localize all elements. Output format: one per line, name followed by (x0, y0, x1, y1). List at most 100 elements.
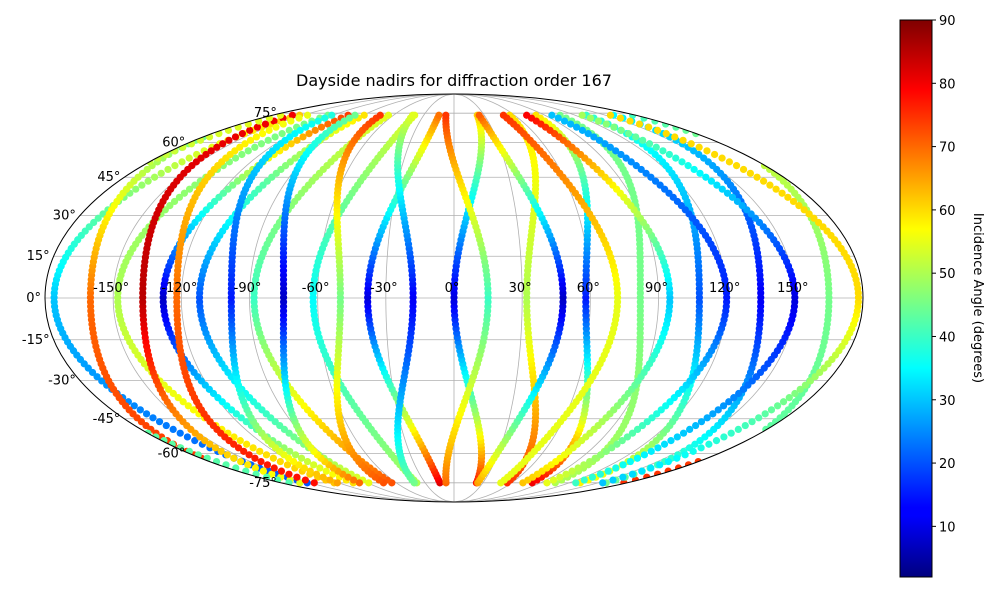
nadir-point (314, 117, 322, 125)
nadir-point (684, 162, 692, 170)
lat-tick-label: 15° (27, 249, 50, 264)
nadir-point (376, 111, 384, 119)
nadir-point (759, 177, 768, 185)
nadir-point (705, 440, 713, 448)
nadir-point (301, 476, 309, 484)
nadir-point (94, 214, 102, 222)
nadir-point (692, 421, 700, 430)
nadir-point (238, 130, 246, 138)
nadir-point (725, 158, 733, 166)
nadir-point (602, 447, 610, 455)
nadir-point (257, 140, 266, 148)
nadir-point (317, 123, 326, 131)
nadir-point (207, 147, 215, 155)
nadir-point (633, 425, 642, 434)
nadir-point (225, 136, 233, 144)
nadir-point (224, 185, 232, 193)
nadir-point (365, 479, 373, 487)
nadir-point (230, 454, 238, 462)
nadir-point (681, 451, 689, 459)
nadir-point (734, 425, 742, 434)
nadir-point (223, 451, 231, 459)
lon-tick-label: 150° (777, 281, 808, 296)
lon-tick-label: -90° (234, 281, 262, 296)
nadir-point (241, 140, 249, 148)
nadir-point (300, 464, 308, 472)
nadir-point (627, 158, 635, 166)
nadir-point (174, 394, 182, 402)
colorbar-tick-label: 30 (939, 394, 956, 409)
nadir-point (219, 140, 227, 148)
nadir-point (562, 470, 570, 478)
nadir-point (814, 218, 823, 227)
nadir-point (242, 418, 250, 426)
nadir-point (326, 476, 334, 484)
nadir-point (201, 437, 209, 445)
nadir-point (795, 202, 803, 210)
nadir-point (637, 165, 645, 174)
colorbar-tick-label: 20 (939, 457, 956, 472)
colorbar-gradient (899, 19, 933, 578)
nadir-point (191, 437, 199, 445)
nadir-point (580, 461, 588, 469)
nadir-point (746, 169, 754, 177)
colorbar-label: Incidence Angle (degrees) (970, 213, 985, 383)
nadir-point (236, 143, 244, 151)
nadir-point (271, 133, 279, 141)
nadir-point (697, 444, 705, 452)
nadir-point (665, 150, 673, 159)
nadir-point (543, 479, 551, 487)
nadir-point (143, 165, 151, 174)
nadir-point (276, 457, 284, 466)
nadir-point (739, 165, 748, 174)
nadir-point (619, 461, 627, 469)
nadir-point (252, 133, 260, 141)
nadir-point (272, 123, 280, 131)
nadir-point (572, 479, 580, 487)
nadir-point (601, 140, 609, 148)
nadir-point (784, 193, 792, 201)
lon-tick-label: 60° (577, 281, 600, 296)
nadir-point (340, 117, 348, 125)
nadir-point (244, 461, 252, 469)
nadir-point (610, 123, 618, 131)
nadir-point (183, 433, 192, 441)
nadir-point (727, 429, 735, 437)
nadir-point (499, 111, 508, 119)
nadir-point (617, 150, 625, 159)
colorbar-tick-label: 90 (939, 14, 956, 29)
nadir-point (732, 162, 741, 170)
nadir-point (283, 461, 292, 469)
nadir-point (319, 473, 327, 481)
nadir-point (714, 406, 722, 414)
nadir-point (166, 202, 174, 210)
nadir-point (278, 130, 286, 138)
nadir-point (178, 158, 186, 166)
nadir-point (656, 461, 664, 469)
nadir-point (642, 169, 650, 177)
nadir-point (695, 143, 703, 151)
nadir-point (151, 173, 159, 181)
nadir-point (728, 193, 737, 201)
grid-meridian (385, 94, 455, 502)
nadir-point (673, 454, 681, 462)
lat-tick-label: -30° (48, 373, 76, 388)
nadir-point (157, 169, 165, 177)
nadir-point (170, 197, 179, 206)
nadir-point (253, 123, 261, 131)
nadir-point (743, 206, 751, 214)
nadir-point (231, 133, 240, 141)
nadir-point (578, 126, 587, 134)
nadir-point (590, 133, 598, 141)
nadir-point (302, 123, 310, 131)
nadir-point (279, 120, 287, 128)
colorbar-ticks: 10 20 30 40 50 60 70 80 90 (932, 14, 956, 535)
lat-tick-label: -45° (93, 412, 121, 427)
latitude-tick-labels: 75° 60° 45° 30° 15° 0° -15° -30° -45° -60° -75° (22, 106, 277, 491)
nadir-point (591, 454, 599, 462)
nadir-point (230, 433, 238, 441)
nadir-point (560, 117, 569, 125)
nadir-point (733, 197, 742, 206)
nadir-point (556, 473, 564, 481)
nadir-point (175, 193, 184, 201)
